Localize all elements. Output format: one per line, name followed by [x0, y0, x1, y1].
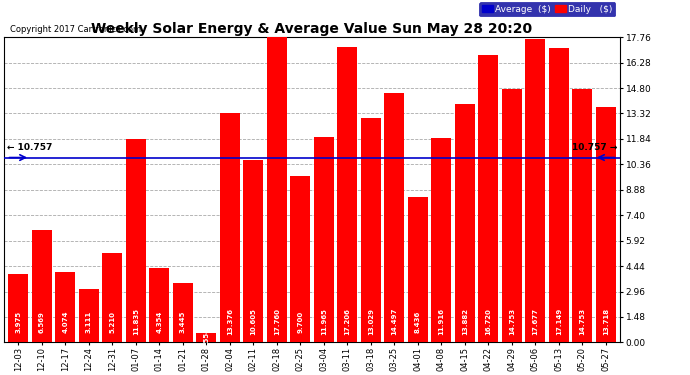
Bar	[55, 272, 75, 342]
Text: ← 10.757: ← 10.757	[6, 143, 52, 152]
Text: 13.882: 13.882	[462, 308, 468, 335]
Legend: Average  ($), Daily   ($): Average ($), Daily ($)	[479, 2, 615, 16]
Bar	[290, 176, 310, 342]
Text: 4.074: 4.074	[62, 310, 68, 333]
Text: 5.210: 5.210	[109, 311, 115, 333]
Text: 4.354: 4.354	[156, 310, 162, 333]
Text: 17.677: 17.677	[532, 308, 538, 335]
Text: 3.975: 3.975	[15, 311, 21, 333]
Bar	[126, 139, 146, 342]
Bar	[595, 106, 615, 342]
Text: 13.718: 13.718	[603, 308, 609, 335]
Text: 8.436: 8.436	[415, 310, 421, 333]
Text: Copyright 2017 Cartronics.com: Copyright 2017 Cartronics.com	[10, 25, 141, 34]
Text: 10.605: 10.605	[250, 308, 256, 335]
Bar	[149, 268, 169, 342]
Text: 14.753: 14.753	[509, 308, 515, 335]
Text: 13.029: 13.029	[368, 308, 374, 335]
Bar	[478, 55, 498, 342]
Text: 16.720: 16.720	[485, 308, 491, 335]
Bar	[337, 47, 357, 342]
Text: 6.569: 6.569	[39, 311, 45, 333]
Bar	[79, 289, 99, 342]
Text: 9.700: 9.700	[297, 310, 304, 333]
Bar	[361, 118, 381, 342]
Bar	[408, 197, 428, 342]
Bar	[502, 89, 522, 342]
Bar	[549, 48, 569, 342]
Text: 3.445: 3.445	[180, 310, 186, 333]
Text: 3.111: 3.111	[86, 310, 92, 333]
Bar	[525, 39, 545, 342]
Bar	[8, 274, 28, 342]
Text: 11.916: 11.916	[438, 308, 444, 335]
Bar	[572, 89, 592, 342]
Text: 14.497: 14.497	[391, 308, 397, 336]
Bar	[244, 160, 264, 342]
Bar	[314, 137, 334, 342]
Text: 10.757 →: 10.757 →	[572, 143, 618, 152]
Text: 0.554: 0.554	[204, 327, 209, 349]
Text: 17.760: 17.760	[274, 308, 279, 335]
Bar	[431, 138, 451, 342]
Text: 17.149: 17.149	[556, 308, 562, 335]
Bar	[196, 333, 216, 342]
Bar	[172, 283, 193, 342]
Bar	[102, 253, 122, 342]
Bar	[455, 104, 475, 342]
Text: 13.376: 13.376	[227, 308, 233, 335]
Bar	[384, 93, 404, 342]
Bar	[267, 37, 287, 342]
Bar	[32, 230, 52, 342]
Text: 11.835: 11.835	[132, 308, 139, 335]
Bar	[220, 112, 239, 342]
Title: Weekly Solar Energy & Average Value Sun May 28 20:20: Weekly Solar Energy & Average Value Sun …	[92, 22, 533, 36]
Text: 11.965: 11.965	[321, 308, 327, 335]
Text: 14.753: 14.753	[580, 308, 585, 335]
Text: 17.206: 17.206	[344, 308, 351, 335]
